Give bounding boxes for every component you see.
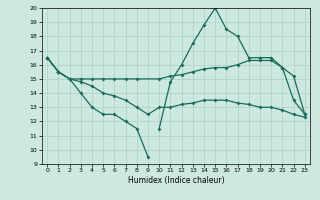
X-axis label: Humidex (Indice chaleur): Humidex (Indice chaleur): [128, 176, 224, 185]
